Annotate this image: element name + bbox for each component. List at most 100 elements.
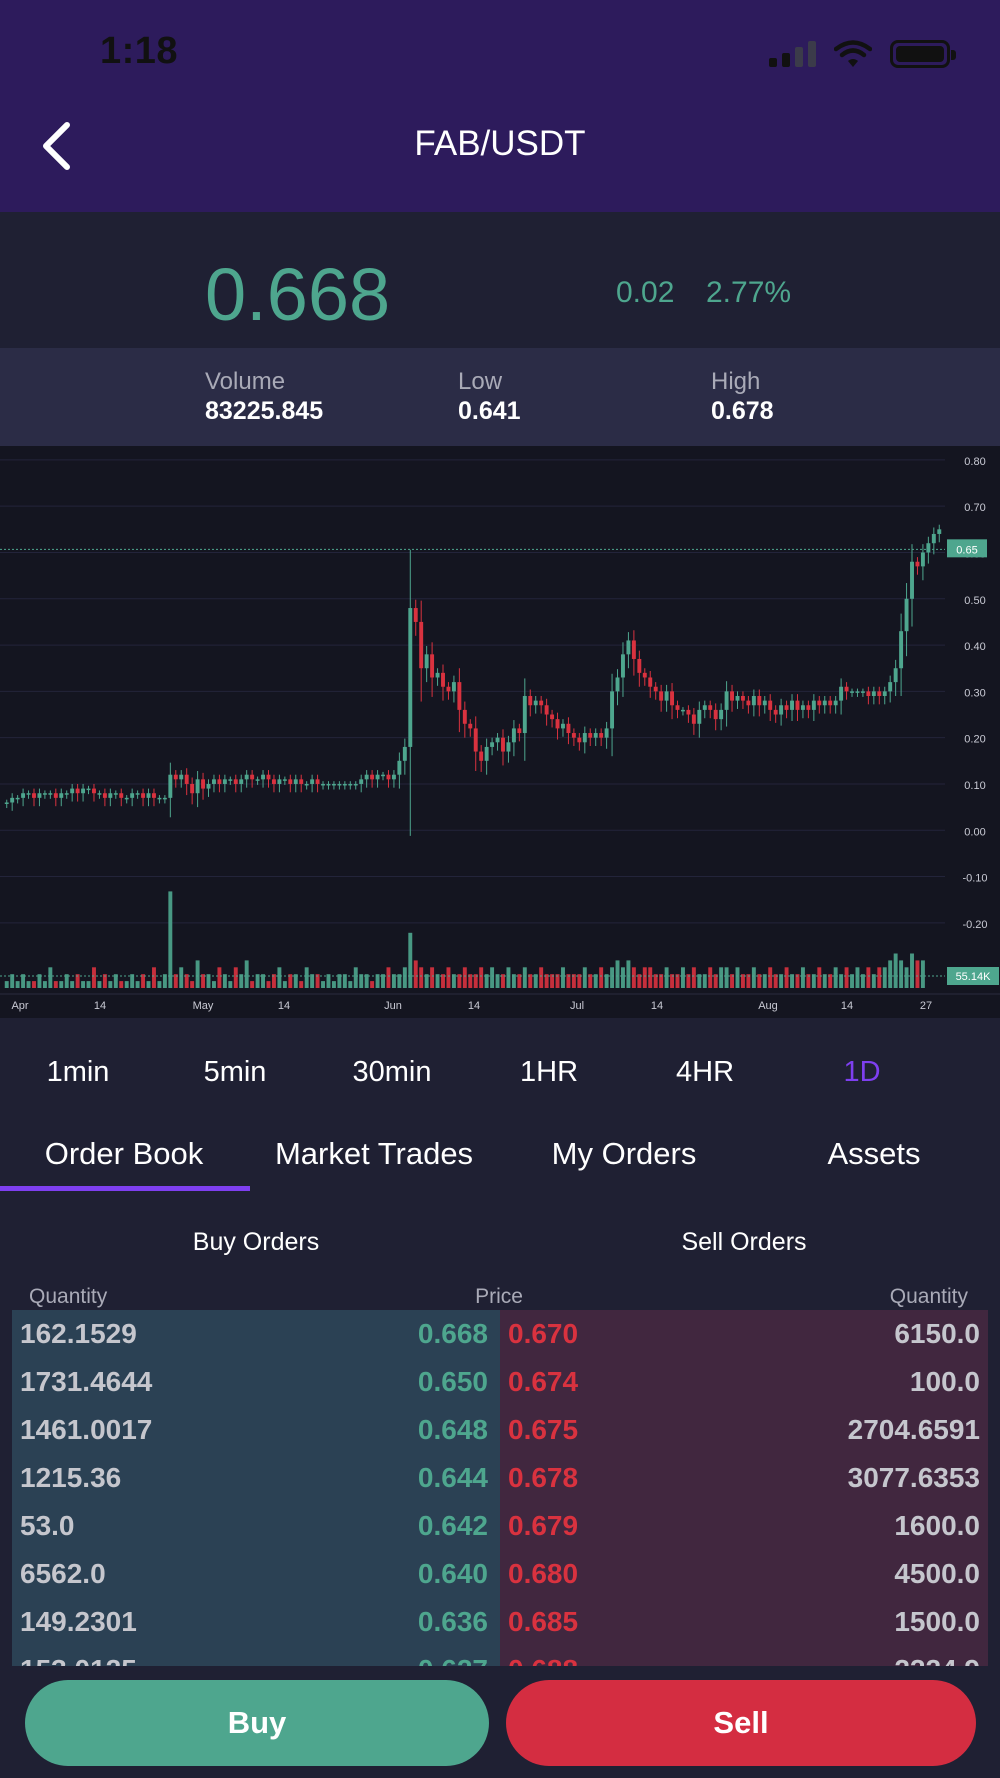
candle-body xyxy=(441,672,445,687)
tab-market-trades[interactable]: Market Trades xyxy=(274,1136,474,1171)
candle-body xyxy=(413,608,418,622)
back-button[interactable] xyxy=(34,118,78,174)
sell-price: 0.678 xyxy=(508,1462,579,1493)
order-row[interactable]: 6562.0 0.640 0.680 4500.0 xyxy=(12,1550,988,1598)
interval-1min[interactable]: 1min xyxy=(46,1056,110,1088)
interval-1hr[interactable]: 1HR xyxy=(519,1056,579,1088)
candle-body xyxy=(501,737,505,752)
tab-my-orders[interactable]: My Orders xyxy=(551,1136,697,1171)
interval-1d[interactable]: 1D xyxy=(843,1056,881,1088)
volume-bar xyxy=(577,974,582,988)
volume-bar xyxy=(719,967,724,988)
volume-bar xyxy=(391,974,396,988)
order-row[interactable]: 1731.4644 0.650 0.674 100.0 xyxy=(12,1358,988,1406)
buy-price: 0.644 xyxy=(417,1462,488,1493)
candle-body xyxy=(86,788,91,791)
volume-bar xyxy=(113,974,118,988)
volume-bar xyxy=(184,974,189,988)
volume-bar xyxy=(817,967,822,988)
page-title: FAB/USDT xyxy=(414,124,586,163)
volume-bar xyxy=(779,974,784,988)
buy-quantity: 53.0 xyxy=(20,1510,75,1541)
volume-bar xyxy=(457,974,462,988)
order-row[interactable]: 53.0 0.642 0.679 1600.0 xyxy=(12,1502,988,1550)
volume-bar xyxy=(566,974,571,988)
volume-bar xyxy=(424,974,429,988)
candle-body xyxy=(631,640,636,659)
order-row[interactable]: 153.0125 0.627 0.688 2224.9 xyxy=(12,1646,988,1666)
volume-bar xyxy=(501,974,505,988)
candle-body xyxy=(326,783,331,786)
candle-body xyxy=(386,774,391,780)
candle-body xyxy=(920,552,925,567)
candle-body xyxy=(768,700,773,710)
candle-body xyxy=(577,737,582,743)
buy-button[interactable]: Buy xyxy=(25,1680,489,1766)
order-row[interactable]: 1461.0017 0.648 0.675 2704.6591 xyxy=(12,1406,988,1454)
volume-bar xyxy=(59,981,64,988)
volume-bar xyxy=(828,974,833,988)
volume-bar xyxy=(833,967,838,988)
volume-bar xyxy=(353,967,358,988)
order-row[interactable]: 1215.36 0.644 0.678 3077.6353 xyxy=(12,1454,988,1502)
volume-bar xyxy=(670,974,675,988)
candle-body xyxy=(806,705,811,710)
candlestick-chart[interactable]: 0.800.700.600.500.400.300.200.100.00-0.1… xyxy=(0,446,1000,1018)
sell-price: 0.688 xyxy=(508,1654,578,1666)
candle-body xyxy=(81,788,86,794)
order-row[interactable]: 149.2301 0.636 0.685 1500.0 xyxy=(12,1598,988,1646)
volume-bar xyxy=(53,981,58,988)
volume-bar xyxy=(261,974,266,988)
candle-body xyxy=(822,700,827,706)
volume-bar xyxy=(446,967,451,988)
candle-body xyxy=(359,779,364,784)
candle-body xyxy=(277,779,282,784)
order-row[interactable]: 162.1529 0.668 0.670 6150.0 xyxy=(12,1310,988,1358)
volume-bar xyxy=(757,974,762,988)
interval-selector: 1min 5min 30min 1HR 4HR 1D xyxy=(0,1036,1000,1116)
tab-order-book[interactable]: Order Book xyxy=(44,1136,204,1171)
volume-bar xyxy=(746,974,751,988)
candle-body xyxy=(757,696,762,706)
candle-body xyxy=(893,668,898,683)
volume-bar xyxy=(282,981,287,988)
candle-body xyxy=(255,779,260,781)
candle-body xyxy=(790,700,794,710)
stats-row: Volume 83225.845 Low 0.641 High 0.678 xyxy=(0,348,1000,446)
price-chart[interactable]: 0.800.700.600.500.400.300.200.100.00-0.1… xyxy=(0,446,1000,1018)
order-book[interactable]: 162.1529 0.668 0.670 6150.0 1731.4644 0.… xyxy=(12,1310,988,1666)
volume-bar xyxy=(593,974,598,988)
volume-bar xyxy=(631,967,636,988)
candle-body xyxy=(648,677,653,687)
volume-bar xyxy=(86,981,91,988)
volume-bar xyxy=(255,974,260,988)
volume-bar xyxy=(119,981,124,988)
candle-body xyxy=(130,793,135,798)
sell-button[interactable]: Sell xyxy=(506,1680,976,1766)
volume-bar xyxy=(735,967,740,988)
interval-5min[interactable]: 5min xyxy=(203,1056,267,1088)
volume-bar xyxy=(522,967,527,988)
buy-price: 0.668 xyxy=(417,1318,488,1349)
candle-body xyxy=(495,737,500,743)
column-quantity-buy: Quantity xyxy=(29,1285,108,1308)
volume-bar xyxy=(375,974,380,988)
volume-bar xyxy=(32,981,36,988)
candle-body xyxy=(735,696,740,701)
candle-body xyxy=(653,686,658,692)
volume-bar xyxy=(664,967,669,988)
stat-value: 0.641 xyxy=(458,397,521,425)
buy-quantity: 1461.0017 xyxy=(20,1414,153,1445)
buy-side-background xyxy=(12,1310,500,1666)
candle-body xyxy=(708,705,713,710)
tab-assets[interactable]: Assets xyxy=(827,1136,921,1171)
interval-4hr[interactable]: 4HR xyxy=(675,1056,735,1088)
candle-body xyxy=(342,783,347,786)
volume-bar xyxy=(506,967,511,988)
candle-body xyxy=(833,700,838,706)
volume-bar xyxy=(359,974,364,988)
sell-price: 0.679 xyxy=(508,1510,579,1541)
volume-bar xyxy=(370,981,375,988)
interval-30min[interactable]: 30min xyxy=(352,1056,432,1088)
volume-bar xyxy=(659,974,664,988)
